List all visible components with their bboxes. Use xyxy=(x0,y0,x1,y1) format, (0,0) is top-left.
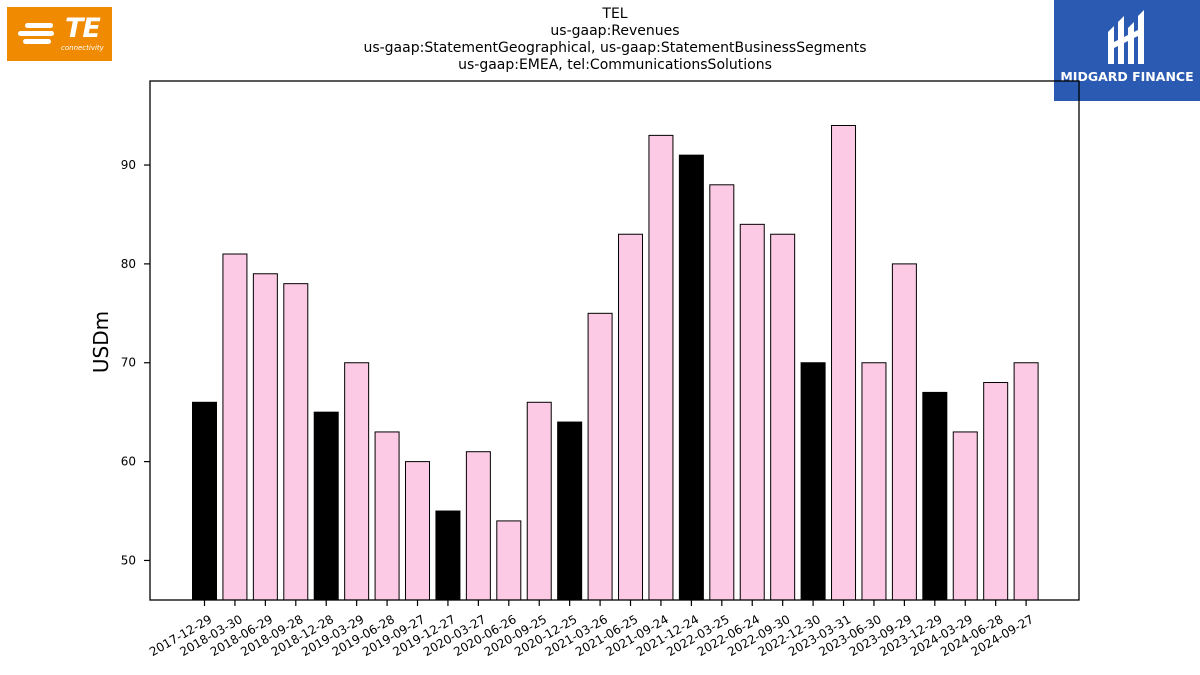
bar-2018-06-29 xyxy=(252,273,278,601)
bar-2022-06-24 xyxy=(739,223,765,601)
bar-2021-06-25 xyxy=(618,233,644,601)
bar-2021-03-26 xyxy=(587,312,613,601)
bar-2019-12-27 xyxy=(435,510,461,601)
bar-2023-03-31 xyxy=(831,124,857,601)
bar-2024-03-29 xyxy=(952,431,978,601)
te-logo-subtext: connectivity xyxy=(61,44,104,52)
chart-title: TEL us-gaap:Revenues us-gaap:StatementGe… xyxy=(0,6,1200,74)
te-logo-text: TE xyxy=(65,13,101,44)
bar-2021-09-24 xyxy=(648,134,674,601)
y-tick-label: 80 xyxy=(121,257,136,271)
bar-2022-12-30 xyxy=(800,362,826,601)
bar-2019-09-27 xyxy=(405,461,431,601)
title-line-axes: us-gaap:StatementGeographical, us-gaap:S… xyxy=(363,40,867,56)
bar-2021-12-24 xyxy=(678,154,704,601)
bar-2020-09-25 xyxy=(526,401,552,601)
bar-2023-09-29 xyxy=(891,263,917,601)
y-tick-label: 90 xyxy=(121,158,136,172)
x-axis-ticks: 2017-12-292018-03-302018-06-292018-09-28… xyxy=(147,600,1036,659)
y-tick-label: 50 xyxy=(121,553,136,567)
bar-2017-12-29 xyxy=(192,401,217,601)
midgard-emblem-icon xyxy=(1108,10,1144,64)
bar-2018-09-28 xyxy=(283,283,309,601)
bar-2023-06-30 xyxy=(861,362,887,601)
bar-2023-12-29 xyxy=(922,391,948,601)
y-tick-label: 60 xyxy=(121,455,136,469)
bar-2020-12-25 xyxy=(557,421,583,601)
bar-2024-09-27 xyxy=(1013,362,1039,601)
title-line-members: us-gaap:EMEA, tel:CommunicationsSolution… xyxy=(458,57,772,73)
bar-2018-03-30 xyxy=(222,253,248,601)
y-tick-label: 70 xyxy=(121,356,136,370)
midgard-finance-logo: MIDGARD FINANCE xyxy=(1054,0,1200,101)
bar-2019-06-28 xyxy=(374,431,400,601)
bar-2020-03-27 xyxy=(465,451,491,601)
bar-2018-12-28 xyxy=(313,411,339,601)
bar-2020-06-26 xyxy=(496,520,522,601)
bar-2022-03-25 xyxy=(709,184,735,601)
bar-2019-03-29 xyxy=(344,362,370,601)
bar-2022-09-30 xyxy=(770,233,796,601)
bars-group xyxy=(192,124,1039,601)
midgard-logo-text: MIDGARD FINANCE xyxy=(1060,69,1194,84)
y-axis-ticks: 50 60 70 80 90 xyxy=(121,158,150,567)
plot-frame xyxy=(149,80,1080,601)
te-connectivity-logo: TE connectivity xyxy=(7,7,112,61)
title-line-company: TEL xyxy=(602,6,628,22)
y-axis-label: USDm xyxy=(89,311,113,373)
bar-2024-06-28 xyxy=(983,382,1009,601)
title-line-metric: us-gaap:Revenues xyxy=(550,23,680,39)
